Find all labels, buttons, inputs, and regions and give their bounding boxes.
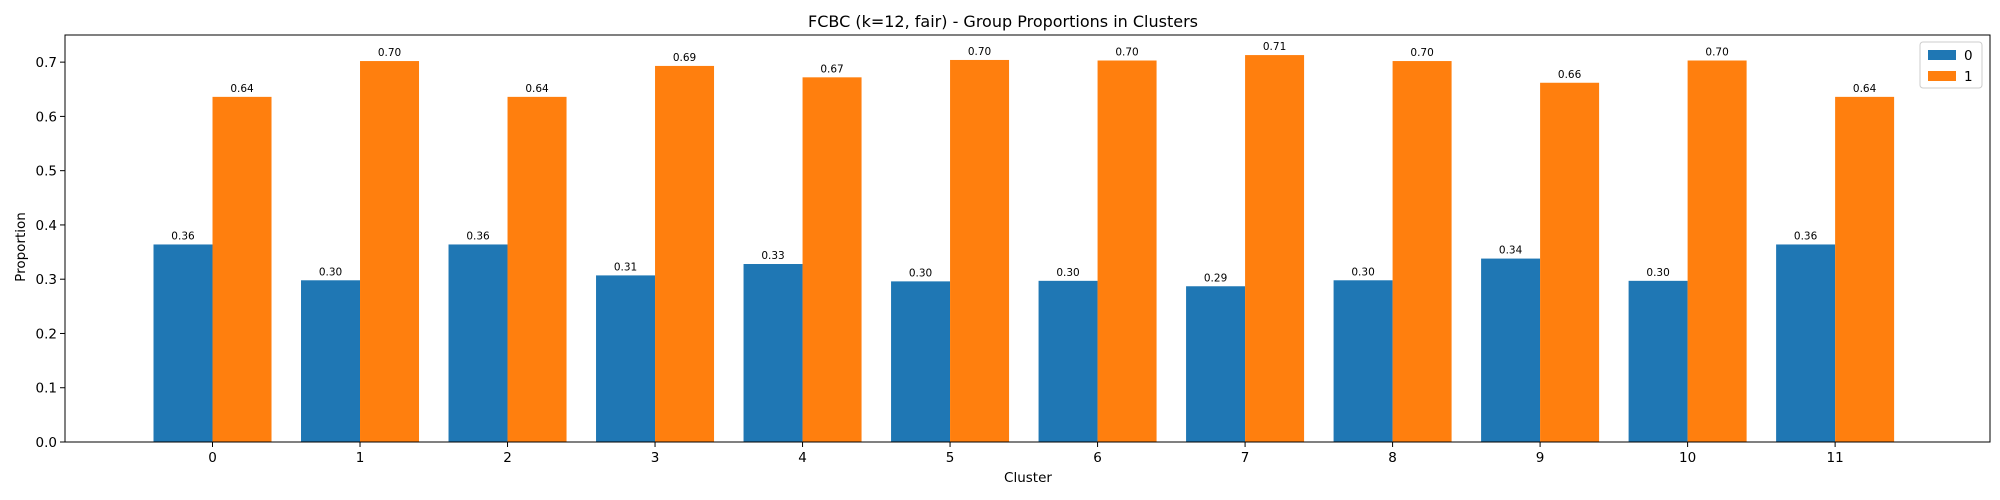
bar-series-1-cluster-8 <box>1392 61 1452 442</box>
data-label-series-0-cluster-7: 0.29 <box>1204 272 1227 284</box>
y-tick-label: 0.5 <box>36 164 57 180</box>
bar-series-1-cluster-4 <box>802 77 862 442</box>
bar-series-1-cluster-10 <box>1687 60 1747 442</box>
legend-label-0: 0 <box>1964 48 1973 64</box>
data-label-series-1-cluster-1: 0.70 <box>378 47 401 59</box>
data-label-series-1-cluster-4: 0.67 <box>820 63 843 75</box>
x-tick-label: 0 <box>208 450 217 466</box>
x-tick-label: 8 <box>1388 450 1397 466</box>
x-tick-label: 11 <box>1827 450 1844 466</box>
bar-series-1-cluster-3 <box>655 65 715 442</box>
data-label-series-1-cluster-5: 0.70 <box>968 46 991 58</box>
y-tick-label: 0.6 <box>36 109 57 125</box>
data-label-series-1-cluster-7: 0.71 <box>1263 41 1286 53</box>
bar-series-1-cluster-2 <box>507 96 567 442</box>
bar-series-0-cluster-0 <box>153 244 213 442</box>
x-tick-label: 5 <box>946 450 955 466</box>
data-label-series-0-cluster-0: 0.36 <box>171 230 195 242</box>
data-label-series-1-cluster-10: 0.70 <box>1705 47 1728 59</box>
bar-series-0-cluster-7 <box>1186 286 1246 442</box>
data-label-series-0-cluster-5: 0.30 <box>909 267 932 279</box>
y-tick-label: 0.1 <box>36 381 57 397</box>
bar-series-1-cluster-1 <box>360 61 420 442</box>
bar-series-0-cluster-9 <box>1481 258 1541 442</box>
bar-series-0-cluster-4 <box>743 264 803 442</box>
bars-group <box>153 55 1895 442</box>
x-tick-label: 3 <box>651 450 660 466</box>
data-label-series-1-cluster-0: 0.64 <box>230 83 254 95</box>
bar-series-0-cluster-5 <box>891 281 951 442</box>
legend: 01 <box>1919 41 1983 89</box>
data-label-series-0-cluster-4: 0.33 <box>761 250 784 262</box>
legend-label-1: 1 <box>1964 69 1973 85</box>
data-label-series-0-cluster-9: 0.34 <box>1499 245 1523 257</box>
x-axis-label: Cluster <box>1004 470 1052 486</box>
bar-series-1-cluster-0 <box>212 96 272 442</box>
bar-series-1-cluster-5 <box>950 59 1010 442</box>
y-tick-label: 0.0 <box>36 435 57 451</box>
data-label-series-0-cluster-10: 0.30 <box>1646 267 1669 279</box>
x-tick-label: 7 <box>1241 450 1250 466</box>
y-tick-label: 0.2 <box>36 326 57 342</box>
legend-box <box>1919 41 1983 89</box>
y-tick-label: 0.7 <box>36 55 57 71</box>
data-label-series-1-cluster-9: 0.66 <box>1558 69 1582 81</box>
data-label-series-0-cluster-2: 0.36 <box>466 230 490 242</box>
bar-series-0-cluster-6 <box>1038 280 1098 442</box>
bar-series-0-cluster-10 <box>1628 280 1688 442</box>
plot-frame <box>64 34 1991 443</box>
data-label-series-1-cluster-6: 0.70 <box>1115 47 1138 59</box>
data-label-series-1-cluster-11: 0.64 <box>1853 83 1877 95</box>
bar-series-1-cluster-9 <box>1540 82 1600 442</box>
bar-series-0-cluster-3 <box>596 275 656 442</box>
y-axis-label: Proportion <box>13 212 29 282</box>
bar-series-0-cluster-2 <box>448 244 508 442</box>
data-labels-group: 0.36 0.30 0.36 0.31 0.33 0.30 0.30 0.29 0.30 0.34… <box>171 41 1876 284</box>
bar-series-1-cluster-7 <box>1245 55 1305 442</box>
data-label-series-0-cluster-8: 0.30 <box>1351 266 1374 278</box>
x-tick-label: 2 <box>503 450 512 466</box>
bar-series-0-cluster-8 <box>1333 280 1393 442</box>
data-label-series-0-cluster-3: 0.31 <box>614 261 637 273</box>
data-label-series-0-cluster-6: 0.30 <box>1056 267 1079 279</box>
data-label-series-1-cluster-8: 0.70 <box>1410 47 1433 59</box>
legend-swatch-0 <box>1928 50 1956 60</box>
chart-title: FCBC (k=12, fair) - Group Proportions in… <box>808 12 1198 31</box>
x-tick-label: 4 <box>798 450 807 466</box>
x-tick-label: 10 <box>1679 450 1696 466</box>
data-label-series-0-cluster-1: 0.30 <box>319 266 342 278</box>
axes-group: 0.00.10.20.30.40.50.60.70 1 2 3 4 5 6 7 8 9 10 11 <box>36 34 1991 466</box>
legend-swatch-1 <box>1928 71 1956 81</box>
bar-series-1-cluster-6 <box>1097 60 1157 442</box>
bar-series-0-cluster-11 <box>1776 244 1836 442</box>
y-tick-label: 0.3 <box>36 272 57 288</box>
bar-series-0-cluster-1 <box>301 280 361 442</box>
x-tick-label: 9 <box>1536 450 1545 466</box>
data-label-series-1-cluster-3: 0.69 <box>673 52 696 64</box>
data-label-series-1-cluster-2: 0.64 <box>525 83 549 95</box>
x-tick-label: 1 <box>356 450 365 466</box>
y-tick-label: 0.4 <box>36 218 57 234</box>
bar-series-1-cluster-11 <box>1835 96 1895 442</box>
x-tick-label: 6 <box>1093 450 1102 466</box>
data-label-series-0-cluster-11: 0.36 <box>1794 230 1818 242</box>
